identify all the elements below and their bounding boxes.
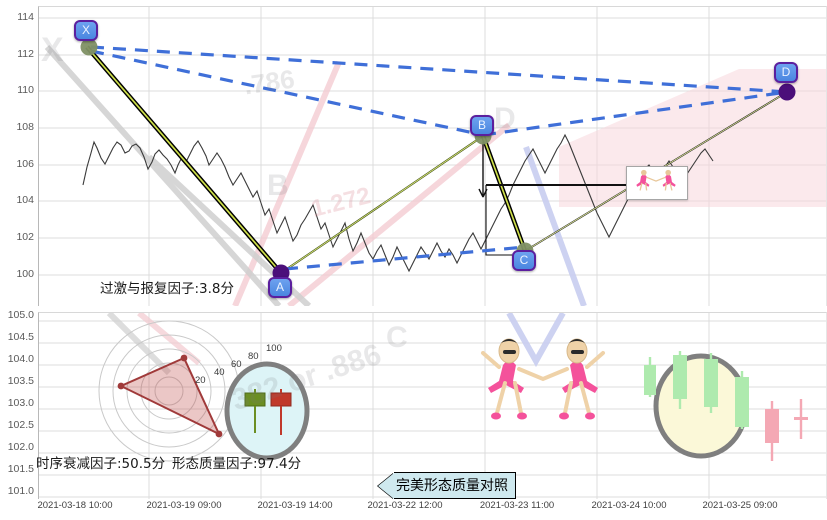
leg-bc [480,135,528,252]
grey-rail-bottom [106,313,172,376]
point-tag-x[interactable]: X [74,20,98,41]
y2-tick-104-0: 104.0 [7,353,34,365]
y2-tick-101-5: 101.5 [7,463,34,475]
candlestick-series [644,351,808,461]
annotation-time-decay: 时序衰减因子:50.5分 [36,456,166,472]
bottom-y-axis: 105.0 104.5 104.0 103.5 103.0 102.5 102.… [0,305,34,498]
annotation-pattern-quality: 形态质量因子:97.4分 [172,456,302,472]
x-tick-6: 2021-03-25 09:00 [702,500,778,511]
y2-tick-105-0: 105.0 [7,309,34,321]
projection-arrow-bottom [506,313,566,368]
radar-chart [98,320,240,462]
pattern-thumbnail-box[interactable] [626,166,688,200]
grey-guide-rails [44,44,312,306]
y-tick-112: 112 [17,48,34,60]
callout-arrow-icon [378,472,394,499]
x-tick-0: 2021-03-18 10:00 [37,500,113,511]
y-tick-106: 106 [16,158,34,170]
radar-vertices [117,354,223,438]
harmonic-pattern-panel: X .786 B 1.272 D [38,6,827,306]
y2-tick-101-0: 101.0 [7,485,34,497]
projection-lines [90,45,788,271]
annotation-impulse-retaliation: 过激与报复因子:3.8分 [100,281,235,297]
y2-tick-103-5: 103.5 [7,375,34,387]
dancers-thumbnail-icon [636,169,676,191]
measure-arrow [478,142,488,198]
point-tag-d[interactable]: D [774,62,798,83]
perfect-quality-callout[interactable]: 完美形态质量对照 [378,472,516,499]
callout-label: 完美形态质量对照 [394,472,516,499]
x-tick-3: 2021-03-22 12:00 [367,500,443,511]
top-y-axis: 114 112 110 108 106 104 102 100 [0,0,34,305]
actual-candle-circle [653,353,749,459]
y2-tick-102-0: 102.0 [7,441,34,453]
point-tag-b[interactable]: B [470,115,494,136]
reference-candle-circle [224,361,310,461]
x-tick-5: 2021-03-24 10:00 [591,500,667,511]
radar-polygon [118,356,222,437]
pink-guide-rails [232,60,511,306]
pink-rail-bottom [137,313,201,366]
point-tag-a[interactable]: A [268,277,292,298]
y2-tick-104-5: 104.5 [7,331,34,343]
x-tick-4: 2021-03-23 11:00 [479,500,555,511]
y-tick-104: 104 [16,194,34,206]
leg-xa [85,45,283,275]
projection-arrow [523,145,587,306]
reversal-zone [559,69,826,207]
x-axis: 2021-03-18 10:00 2021-03-19 09:00 2021-0… [0,500,827,520]
quality-plot-svg [39,313,826,499]
y-tick-114: 114 [17,11,34,23]
y-tick-100: 100 [16,268,34,280]
x-tick-1: 2021-03-19 09:00 [146,500,222,511]
dancers-illustration [481,338,605,420]
y2-tick-103-0: 103.0 [7,397,34,409]
y-tick-108: 108 [16,121,34,133]
point-tag-c[interactable]: C [512,250,536,271]
y-tick-102: 102 [16,231,34,243]
y-tick-110: 110 [17,84,34,96]
y2-tick-102-5: 102.5 [7,419,34,431]
x-tick-2: 2021-03-19 14:00 [257,500,333,511]
pattern-plot-svg [39,7,826,306]
reference-candles [244,389,292,435]
